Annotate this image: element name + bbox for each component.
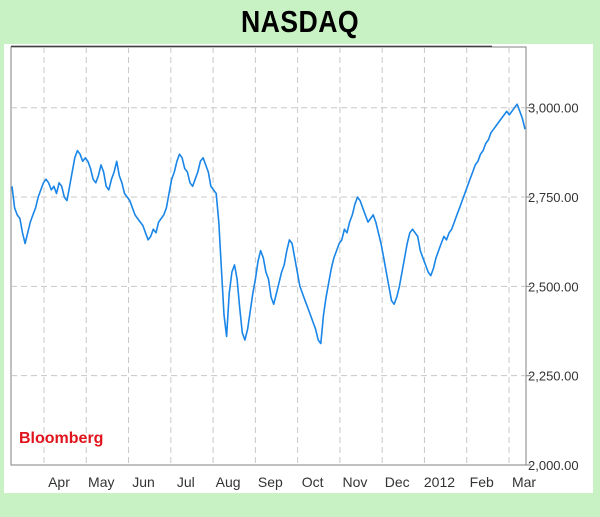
- series-line-0: [11, 103, 526, 345]
- y-tick-label: 2,750.00: [528, 190, 579, 205]
- x-tick-label: Jun: [132, 474, 155, 490]
- x-tick-label: Sep: [258, 474, 283, 490]
- chart-title: NASDAQ: [240, 4, 360, 39]
- grid-layer: [11, 47, 526, 465]
- y-tick-label: 2,250.00: [528, 369, 579, 384]
- x-axis: Apr May Jun Jul Aug Sep Oct Nov Dec 2012 Feb Mar: [48, 474, 536, 490]
- y-tick-label: 2,000.00: [528, 458, 579, 473]
- x-tick-label: Mar: [512, 474, 536, 490]
- x-tick-label: Aug: [216, 474, 241, 490]
- series-layer: [11, 103, 526, 345]
- x-tick-label: Apr: [48, 474, 70, 490]
- x-tick-label: Jul: [177, 474, 195, 490]
- plot-area: [10, 46, 527, 466]
- x-tick-label: Feb: [470, 474, 494, 490]
- x-tick-label: May: [88, 474, 114, 490]
- y-tick-label: 2,500.00: [528, 279, 579, 294]
- y-axis: 3,000.00 2,750.00 2,500.00 2,250.00 2,000.00: [526, 101, 579, 473]
- y-tick-label: 3,000.00: [528, 101, 579, 116]
- x-tick-label: 2012: [424, 474, 455, 490]
- source-label: Bloomberg: [19, 430, 104, 447]
- x-tick-label: Dec: [385, 474, 410, 490]
- x-tick-label: Nov: [342, 474, 367, 490]
- x-tick-label: Oct: [302, 474, 324, 490]
